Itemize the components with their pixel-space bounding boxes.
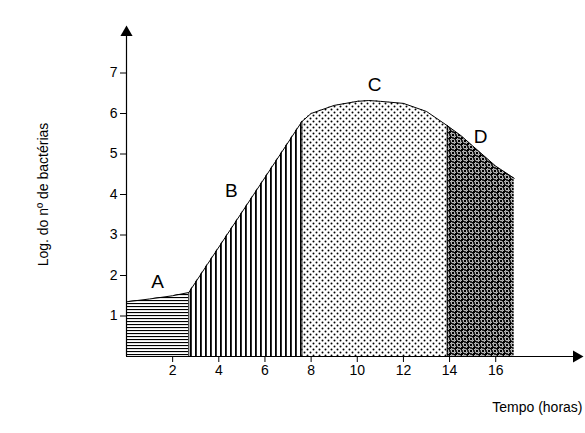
svg-text:6: 6 (110, 105, 118, 121)
svg-text:14: 14 (442, 362, 458, 378)
svg-text:A: A (151, 271, 164, 292)
svg-text:2: 2 (169, 362, 177, 378)
svg-text:3: 3 (110, 226, 118, 242)
svg-text:Log. do nº de bactérias: Log. do nº de bactérias (35, 123, 51, 267)
svg-text:6: 6 (261, 362, 269, 378)
svg-text:D: D (474, 126, 488, 147)
svg-text:8: 8 (307, 362, 315, 378)
svg-text:B: B (225, 180, 238, 201)
svg-text:10: 10 (349, 362, 365, 378)
svg-text:2: 2 (110, 267, 118, 283)
svg-text:C: C (368, 74, 382, 95)
svg-text:Tempo (horas): Tempo (horas) (492, 399, 582, 415)
svg-text:12: 12 (396, 362, 412, 378)
svg-text:7: 7 (110, 64, 118, 80)
svg-text:16: 16 (488, 362, 504, 378)
svg-text:1: 1 (110, 307, 118, 323)
svg-text:4: 4 (215, 362, 223, 378)
svg-text:5: 5 (110, 145, 118, 161)
svg-text:4: 4 (110, 186, 118, 202)
